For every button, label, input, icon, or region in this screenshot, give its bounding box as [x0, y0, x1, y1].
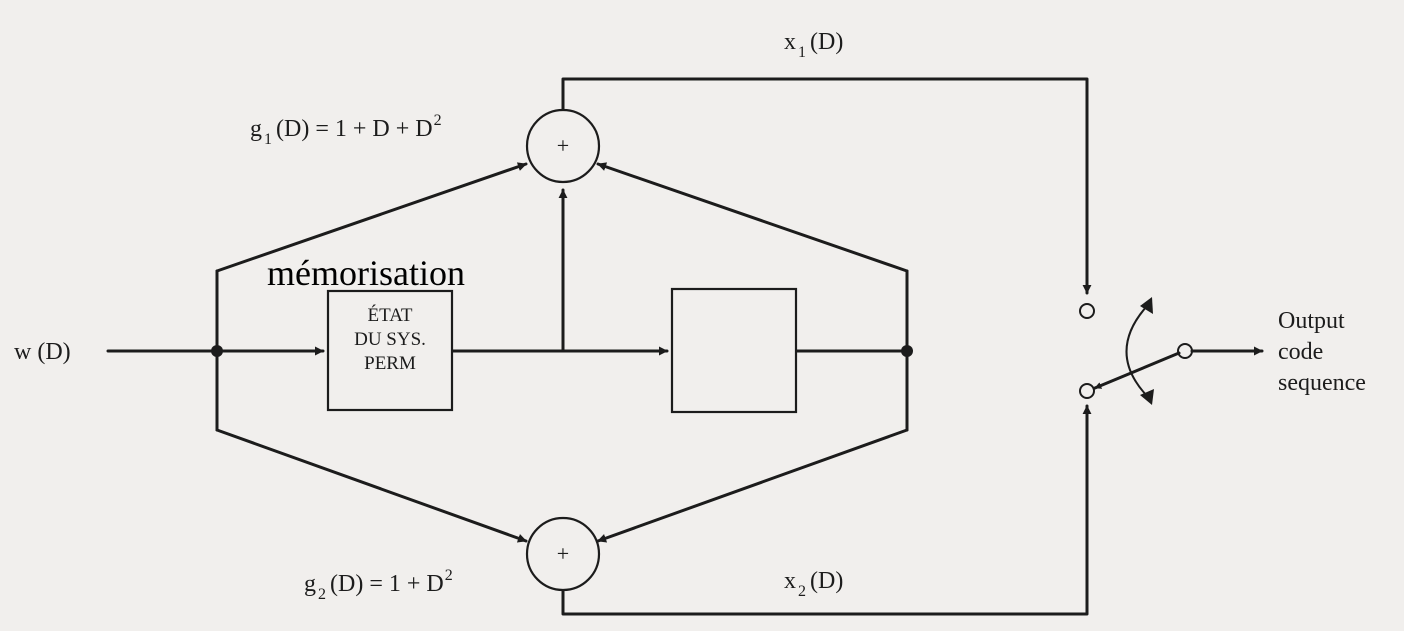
- x1-name: x: [784, 29, 796, 55]
- g2-subscript: 2: [318, 586, 326, 603]
- state-box-line-1: ÉTAT: [367, 305, 413, 326]
- x1-output-wire: [561, 77, 1092, 295]
- switch-pivot: [1177, 343, 1193, 359]
- state-box: [326, 289, 454, 412]
- memory-label: mémorisation: [267, 253, 465, 293]
- input-to-top-adder-wire: [215, 162, 528, 273]
- x2-output-label: x 2 (D): [784, 568, 844, 600]
- feedback-to-top-adder-wire: [596, 162, 909, 273]
- top-adder-circle: [525, 108, 601, 184]
- output-label-line-1: Output: [1278, 308, 1345, 334]
- output-sequence-label: Output code sequence: [1278, 306, 1366, 400]
- state-box-text: ÉTAT DU SYS. PERM: [328, 304, 452, 375]
- g2-name: g: [304, 571, 316, 597]
- g1-superscript: 2: [433, 112, 442, 129]
- switch-contact-bottom: [1079, 383, 1095, 399]
- x2-name: x: [784, 568, 796, 594]
- arc-arrowhead-top: [1140, 297, 1153, 314]
- g2-polynomial-label: g 2 (D) = 1 + D2: [304, 568, 453, 603]
- g2-superscript: 2: [444, 567, 453, 584]
- arc-arrowhead-bottom: [1140, 389, 1154, 405]
- input-to-bottom-adder-wire: [215, 428, 528, 543]
- delay-box: [670, 287, 798, 414]
- top-adder-plus: +: [556, 133, 570, 158]
- x2-argument: (D): [810, 568, 844, 594]
- x1-argument: (D): [810, 29, 844, 55]
- state-box-line-3: PERM: [364, 352, 416, 374]
- x1-subscript: 1: [798, 44, 806, 61]
- switch-rotation-arc: [1125, 305, 1148, 397]
- output-label-line-2: code: [1278, 339, 1324, 366]
- output-label-line-3: sequence: [1278, 370, 1366, 397]
- bottom-adder-circle: [525, 516, 601, 592]
- g2-expression: (D) = 1 + D: [330, 571, 444, 597]
- g1-expression: (D) = 1 + D + D: [276, 116, 433, 142]
- g1-polynomial-label: g 1 (D) = 1 + D + D2: [250, 113, 442, 148]
- g1-subscript: 1: [264, 131, 272, 148]
- state-box-line-2: DU SYS.: [354, 328, 426, 350]
- g1-name: g: [250, 116, 262, 142]
- input-label: w (D): [14, 339, 71, 365]
- x1-output-label: x 1 (D): [784, 29, 844, 61]
- x2-output-wire: [561, 404, 1092, 616]
- bottom-adder-plus: +: [556, 541, 570, 566]
- x2-subscript: 2: [798, 583, 806, 600]
- feedback-to-bottom-adder-wire: [596, 428, 909, 543]
- switch-arm: [1093, 351, 1181, 390]
- switch-contact-top: [1079, 303, 1095, 319]
